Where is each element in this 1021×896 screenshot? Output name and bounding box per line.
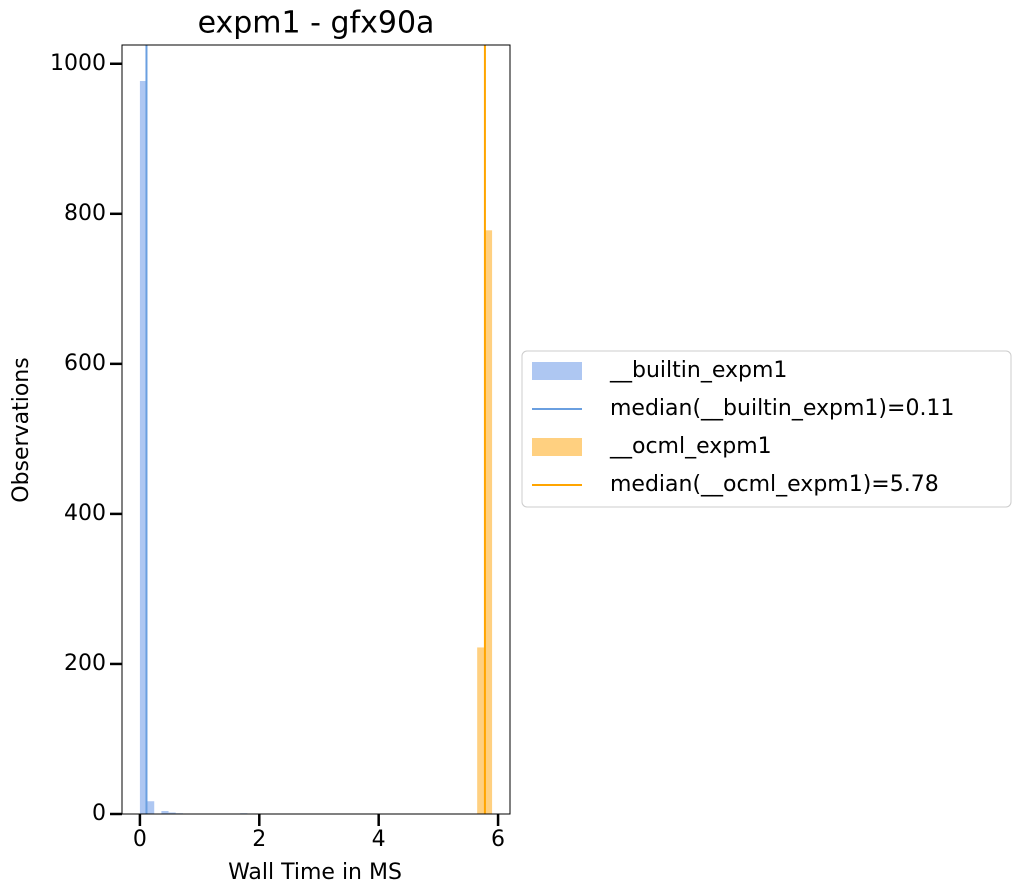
histogram-bar <box>147 801 155 814</box>
y-axis-label: Observations <box>9 357 34 502</box>
x-tick-label: 6 <box>491 827 505 852</box>
y-tick-label: 200 <box>64 651 106 676</box>
legend-swatch <box>532 438 582 456</box>
chart-title: expm1 - gfx90a <box>198 6 435 41</box>
y-tick-label: 400 <box>64 501 106 526</box>
legend-label: median(__ocml_expm1)=5.78 <box>610 472 939 497</box>
histogram-bar <box>484 230 493 814</box>
legend-swatch <box>532 362 582 380</box>
legend-label: __builtin_expm1 <box>609 358 787 383</box>
legend-box <box>521 350 1012 508</box>
y-tick-label: 0 <box>92 801 106 826</box>
x-tick-label: 2 <box>252 827 266 852</box>
y-tick-label: 600 <box>64 351 106 376</box>
x-axis-label: Wall Time in MS <box>228 860 402 885</box>
y-tick-label: 1000 <box>50 51 106 76</box>
legend-label: median(__builtin_expm1)=0.11 <box>610 396 954 421</box>
x-tick-label: 4 <box>372 827 386 852</box>
histogram-bar <box>477 647 485 814</box>
y-tick-label: 800 <box>64 201 106 226</box>
histogram-bar <box>168 812 176 814</box>
histogram-bar <box>139 81 148 814</box>
x-tick-label: 0 <box>133 827 147 852</box>
histogram-bar <box>161 810 169 814</box>
plot-frame <box>121 44 511 815</box>
legend-label: __ocml_expm1 <box>609 434 772 459</box>
